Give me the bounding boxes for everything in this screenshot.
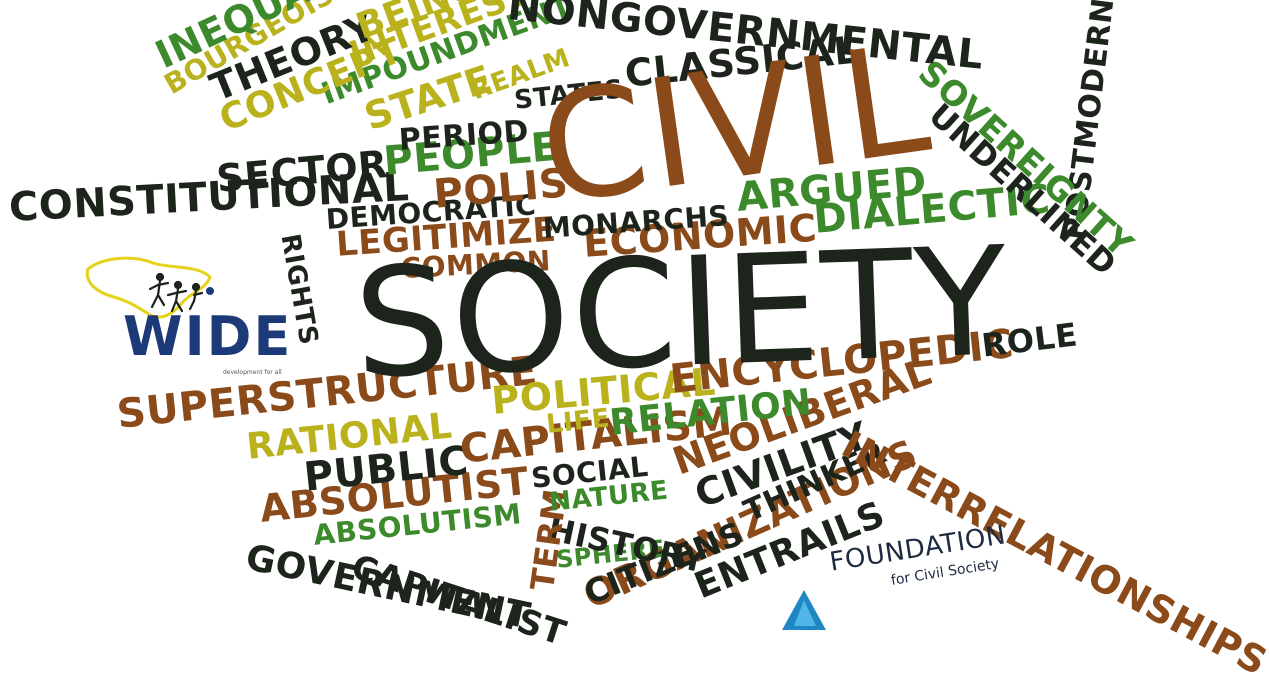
triangle-mark-icon xyxy=(782,590,826,630)
wide-logo: WIDE development for all xyxy=(78,255,328,385)
wide-logo-text: WIDE xyxy=(123,305,293,368)
foundation-logo: FOUNDATION for Civil Society xyxy=(780,520,1040,630)
word-cloud: ORGANIZATIONS CITIZENS CAPITALIST GOVERNMEN… xyxy=(8,0,1269,684)
word-society: SOCIETY xyxy=(351,215,1012,412)
word-government: GOVERNMENT xyxy=(242,537,534,638)
wide-logo-tagline: development for all xyxy=(223,369,282,376)
africa-map-people-icon xyxy=(85,256,214,319)
